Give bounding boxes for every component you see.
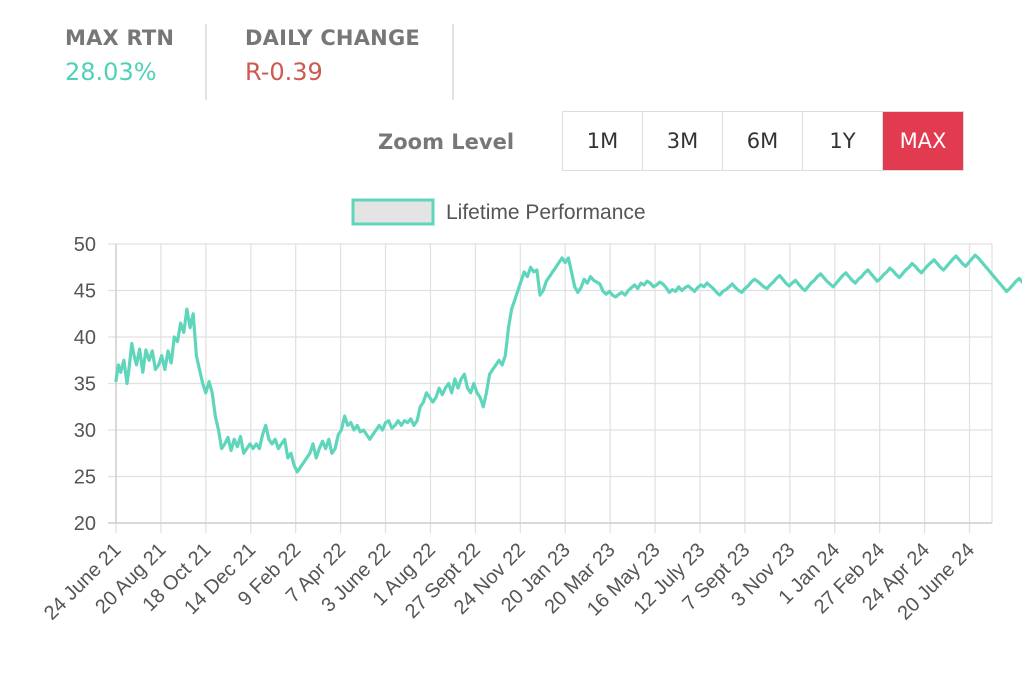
zoom-level-label: Zoom Level <box>378 130 515 154</box>
chart-grid <box>108 243 993 533</box>
y-axis: 50 45 40 35 30 25 20 <box>74 234 96 535</box>
y-tick-label: 20 <box>74 513 96 535</box>
daily-change-value: R-0.39 <box>245 58 323 86</box>
zoom-button-group: 1M 3M 6M 1Y MAX <box>562 111 964 171</box>
y-tick-label: 45 <box>74 281 96 303</box>
series-line-lifetime-performance <box>114 253 1022 474</box>
daily-change-label: DAILY CHANGE <box>245 26 420 50</box>
max-return-label: MAX RTN <box>65 26 175 50</box>
legend-label[interactable]: Lifetime Performance <box>446 201 646 224</box>
daily-change-stat: DAILY CHANGE R-0.39 <box>245 26 420 86</box>
y-tick-label: 30 <box>74 420 96 442</box>
series-layer <box>114 253 1022 474</box>
stats-divider <box>205 24 207 100</box>
max-return-stat: MAX RTN 28.03% <box>65 26 174 86</box>
chart-legend: Lifetime Performance <box>351 198 646 226</box>
zoom-1m-button[interactable]: 1M <box>563 112 643 170</box>
zoom-1y-button[interactable]: 1Y <box>803 112 883 170</box>
y-tick-label: 25 <box>74 467 96 489</box>
legend-swatch[interactable] <box>351 198 435 226</box>
y-tick-label: 35 <box>74 374 96 396</box>
zoom-6m-button[interactable]: 6M <box>723 112 803 170</box>
zoom-3m-button[interactable]: 3M <box>643 112 723 170</box>
y-tick-label: 50 <box>74 234 96 256</box>
max-return-value: 28.03% <box>65 58 157 86</box>
stats-divider <box>452 24 454 100</box>
zoom-max-button[interactable]: MAX <box>883 112 963 170</box>
y-tick-label: 40 <box>74 327 96 349</box>
